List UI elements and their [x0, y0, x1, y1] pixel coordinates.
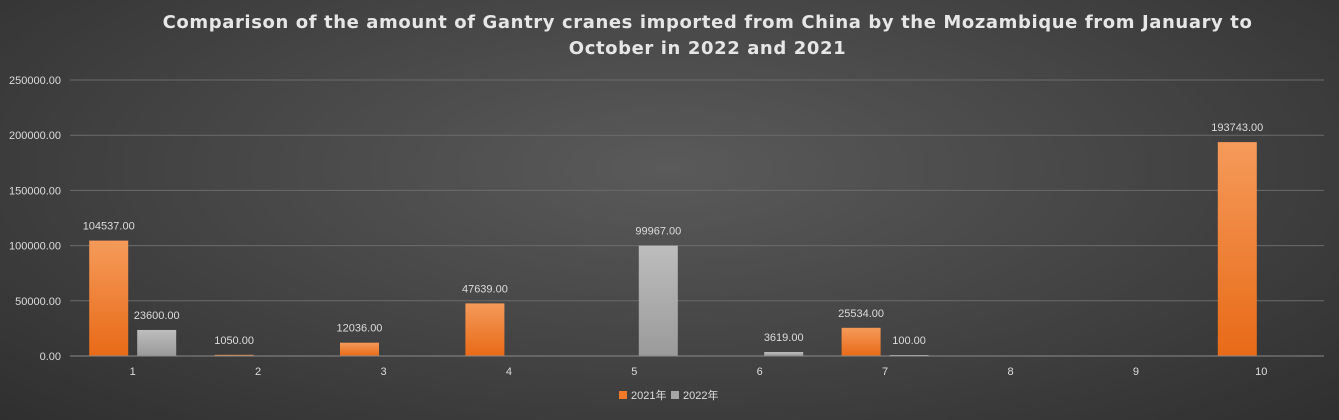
bar-2021: [340, 342, 379, 356]
y-tick-label: 0.00: [40, 351, 61, 363]
bar-2022: [137, 329, 177, 356]
y-tick-label: 50000.00: [15, 296, 61, 308]
gridlines: [70, 79, 1324, 302]
data-label: 193743.00: [1211, 122, 1263, 134]
legend-label: 2022年: [683, 388, 718, 402]
axes: 0.00 50000.00 100000.00 150000.00 200000.00 2…: [9, 75, 1324, 378]
x-tick-label: 7: [882, 366, 888, 378]
bar-2021: [1217, 142, 1257, 356]
data-label: 1050.00: [214, 335, 254, 347]
legend-label: 2021年: [631, 388, 666, 402]
bar-2021: [89, 240, 129, 356]
data-label: 99967.00: [635, 226, 681, 238]
bar-2021: [841, 327, 881, 356]
bar-2021: [465, 303, 505, 356]
y-tick-label: 200000.00: [9, 130, 61, 142]
x-tick-label: 8: [1007, 366, 1013, 378]
y-tick-label: 150000.00: [9, 185, 61, 197]
data-label: 23600.00: [134, 310, 180, 322]
data-label: 3619.00: [764, 332, 804, 344]
x-tick-label: 1: [130, 366, 136, 378]
legend-swatch: [671, 391, 679, 399]
y-tick-label: 100000.00: [9, 241, 61, 253]
bar-2022: [764, 352, 804, 356]
data-label: 47639.00: [462, 283, 508, 295]
x-tick-label: 3: [380, 366, 386, 378]
data-label: 25534.00: [838, 308, 884, 320]
data-labels: 104537.00 1050.00 12036.00 47639.00 25534.00…: [83, 122, 1264, 347]
chart-title: Comparison of the amount of Gantry crane…: [162, 12, 1253, 59]
bars: [89, 142, 1257, 356]
x-tick-label: 10: [1255, 366, 1267, 378]
x-tick-label: 9: [1133, 366, 1139, 378]
x-tick-label: 4: [506, 366, 512, 378]
legend-swatch: [619, 391, 627, 399]
bar-2022: [638, 245, 678, 356]
legend: 2021年 2022年: [619, 388, 718, 402]
x-tick-label: 5: [631, 366, 637, 378]
y-tick-label: 250000.00: [9, 75, 61, 87]
bar-2021: [214, 354, 254, 356]
x-tick-label: 2: [255, 366, 261, 378]
x-tick-label: 6: [757, 366, 763, 378]
data-label: 104537.00: [83, 221, 135, 233]
data-label: 100.00: [892, 335, 926, 347]
data-label: 12036.00: [337, 323, 383, 335]
